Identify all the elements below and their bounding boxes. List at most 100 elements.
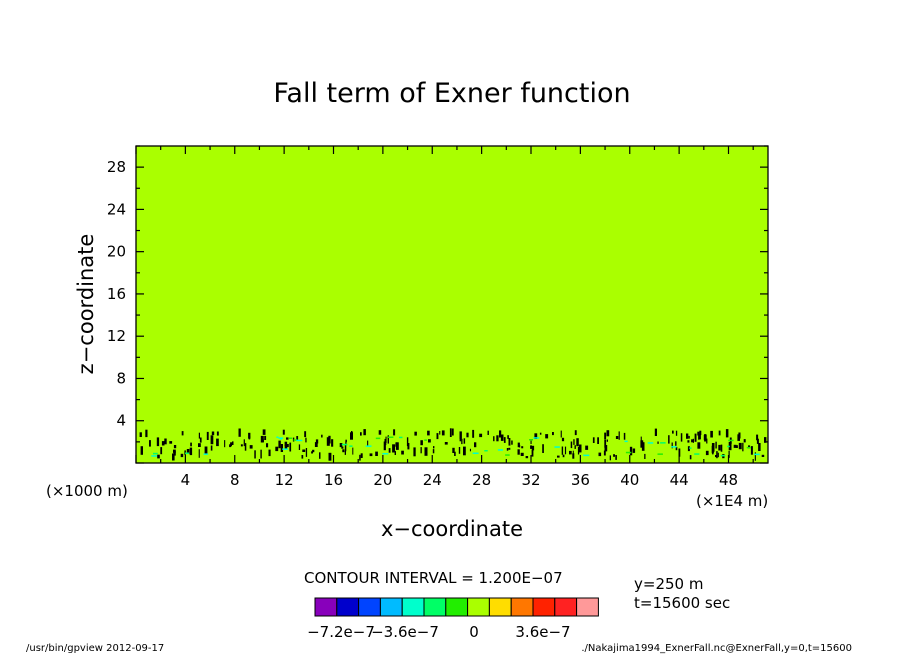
contour-mark <box>173 445 177 449</box>
contour-mark <box>671 442 673 449</box>
x-axis-title: x−coordinate <box>381 517 523 541</box>
contour-mark <box>632 448 636 453</box>
field-speck <box>728 439 734 442</box>
contour-mark <box>716 451 718 459</box>
contour-mark <box>574 445 576 449</box>
contour-mark <box>604 432 607 440</box>
x-tick-label: 24 <box>423 471 442 489</box>
contour-mark <box>474 442 477 448</box>
contour-mark <box>312 449 315 453</box>
contour-mark <box>344 444 347 452</box>
contour-interval-label: CONTOUR INTERVAL = 1.200E−07 <box>304 569 563 587</box>
field-speck <box>533 437 540 439</box>
colorbar <box>314 597 599 617</box>
contour-mark <box>401 450 404 455</box>
contour-mark <box>754 452 756 461</box>
contour-mark <box>173 451 176 456</box>
contour-mark <box>275 446 279 452</box>
contour-mark <box>675 446 678 451</box>
field-speck <box>424 439 427 441</box>
contour-mark <box>254 450 256 459</box>
noise-band <box>139 428 767 461</box>
colorbar-cell <box>401 597 425 617</box>
contour-mark <box>414 431 417 436</box>
colorbar-cell <box>379 597 403 617</box>
contour-mark <box>577 446 580 455</box>
colorbar-tick-label: 3.6e−7 <box>515 623 570 641</box>
contour-mark <box>459 431 462 439</box>
contour-mark <box>503 437 506 443</box>
contour-mark <box>302 449 306 452</box>
contour-mark <box>230 442 232 447</box>
x-tick-label: 36 <box>571 471 590 489</box>
contour-mark <box>687 440 690 443</box>
contour-mark <box>284 445 288 450</box>
x-tick-labels: 4 8 12 16 20 24 28 32 36 40 44 48 <box>181 471 738 489</box>
field-speck <box>296 439 303 442</box>
contour-mark <box>384 438 387 446</box>
contour-mark <box>743 439 746 443</box>
colorbar-cell <box>336 597 360 617</box>
contour-mark <box>328 452 332 461</box>
contour-mark <box>525 456 529 459</box>
contour-mark <box>604 445 608 452</box>
contour-mark <box>321 434 323 438</box>
contour-mark <box>458 447 461 454</box>
annotation-y: y=250 m <box>634 575 703 593</box>
contour-mark <box>232 441 234 445</box>
contour-mark <box>229 444 231 448</box>
contour-mark <box>433 446 435 449</box>
contour-mark <box>675 430 678 436</box>
contour-mark <box>432 449 435 454</box>
contour-mark <box>506 448 509 451</box>
contour-mark <box>520 452 524 456</box>
field-speck <box>153 452 158 455</box>
contour-mark <box>260 449 262 459</box>
contour-mark <box>618 431 620 440</box>
contour-mark <box>350 432 353 440</box>
x-tick-label: 28 <box>472 471 491 489</box>
contour-mark <box>534 433 538 439</box>
contour-mark <box>198 449 200 458</box>
y-tick-label: 4 <box>116 412 126 430</box>
contour-mark <box>199 437 202 443</box>
field-speck <box>349 445 353 447</box>
contour-mark <box>248 432 251 439</box>
contour-mark <box>351 431 353 436</box>
field-speck <box>583 454 590 457</box>
contour-mark <box>206 431 209 440</box>
colorbar-cell <box>423 597 447 617</box>
contour-mark <box>210 435 214 445</box>
contour-mark <box>326 437 330 446</box>
contour-mark <box>367 440 369 446</box>
contour-mark <box>289 442 292 452</box>
contour-mark <box>472 429 475 438</box>
contour-mark <box>427 430 430 436</box>
field-speck <box>279 438 283 440</box>
contour-mark <box>597 437 599 444</box>
colorbar-cell <box>510 597 534 617</box>
contour-mark <box>735 445 738 448</box>
contour-mark <box>706 438 708 444</box>
contour-mark <box>428 439 431 443</box>
footer-right: ./Nakajima1994_ExnerFall.nc@ExnerFall,y=… <box>581 643 852 654</box>
contour-mark <box>715 441 717 449</box>
contour-mark <box>561 437 565 442</box>
contour-mark <box>572 453 575 459</box>
y-axis-title: z−coordinate <box>74 234 98 375</box>
field-speck <box>472 452 479 454</box>
contour-mark <box>344 450 346 455</box>
contour-mark <box>592 437 595 443</box>
contour-mark <box>363 429 366 436</box>
x-tick-label: 48 <box>719 471 738 489</box>
field-speck <box>727 445 730 448</box>
contour-mark <box>517 442 520 448</box>
contour-mark <box>243 439 245 447</box>
contour-mark <box>298 444 301 450</box>
contour-mark <box>609 455 611 461</box>
y-tick-label: 8 <box>116 369 126 387</box>
contour-mark <box>444 442 448 445</box>
contour-mark <box>710 430 713 438</box>
contour-mark <box>561 446 564 455</box>
annotation-t: t=15600 sec <box>634 594 730 612</box>
